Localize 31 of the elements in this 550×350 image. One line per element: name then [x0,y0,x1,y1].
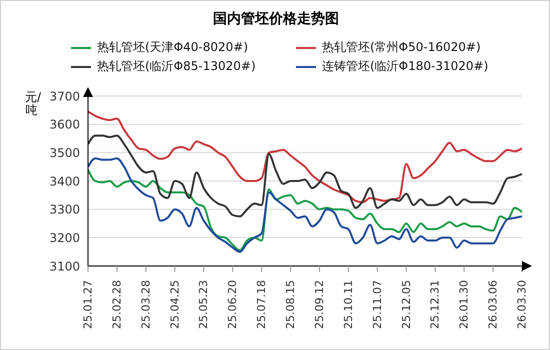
x-tick-label: 25.08.15 [284,280,298,329]
chart-title: 国内管坯价格走势图 [212,10,340,28]
y-tick-label: 3100 [49,259,80,274]
x-tick-label: 25.05.23 [197,280,210,329]
x-tick-label: 25.02.28 [110,280,124,329]
x-tick-label: 25.10.11 [342,280,355,329]
x-tick-label: 26.03.06 [486,280,500,329]
y-tick-label: 3700 [49,89,80,104]
x-tick-label: 26.03.30 [516,280,528,329]
x-tick-label: 25.11.07 [370,280,384,329]
x-tick-label: 25.04.25 [168,280,182,329]
x-tick-label: 25.12.05 [400,280,413,329]
y-tick-label: 3400 [49,174,80,188]
x-tick-label: 25.12.31 [428,280,442,329]
y-axis-title: 元/吨 [25,90,42,117]
legend-label: 热轧管坯(天津Φ40-8020#) [97,39,248,56]
y-tick-label: 3500 [49,146,80,160]
legend-label: 热轧管坯(常州Φ50-16020#) [322,39,481,56]
x-tick-label: 26.01.30 [458,280,471,329]
y-tick-label: 3200 [49,230,80,245]
legend-label: 连铸管坯(临沂Φ180-31020#) [322,58,488,75]
line-series [88,110,522,204]
legend-label: 热轧管坯(临沂Φ85-13020#) [97,58,256,75]
line-series [88,134,522,218]
x-tick-label: 25.06.20 [226,280,240,329]
x-tick-label: 25.09.12 [312,280,326,329]
y-tick-label: 3600 [49,118,80,132]
x-tick-label: 25.01.27 [82,280,94,329]
x-tick-label: 25.07.18 [255,280,268,329]
x-tick-label: 25.03.28 [139,280,152,329]
y-tick-label: 3300 [49,202,80,217]
